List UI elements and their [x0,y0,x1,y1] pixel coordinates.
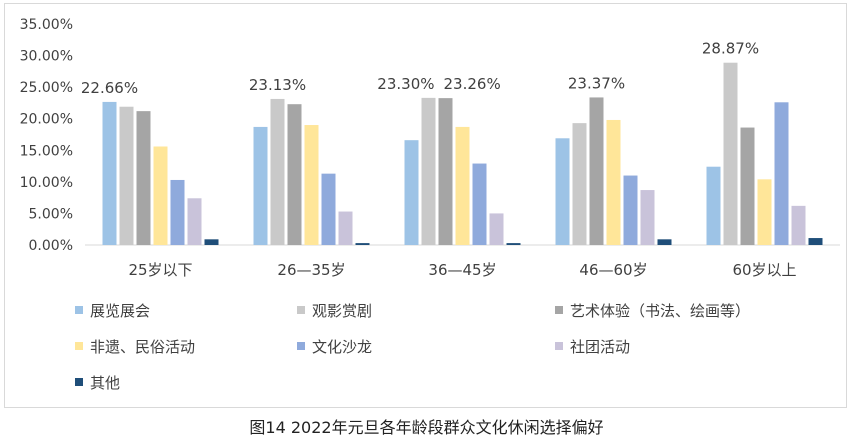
legend-swatch [75,378,83,386]
bar [153,146,168,245]
bar [421,97,436,246]
legend-swatch [297,306,305,314]
legend-item: 艺术体验（书法、绘画等） [555,300,750,321]
bar [589,97,604,245]
bar [102,101,117,245]
bar [791,205,806,245]
bar [757,179,772,245]
legend-swatch [75,306,83,314]
data-label: 23.37% [568,74,625,92]
y-tick-label: 25.00% [20,80,73,96]
legend-item: 文化沙龙 [297,336,372,357]
bar [355,243,370,245]
bar [119,106,134,246]
bar [489,213,504,245]
x-tick-label: 25岁以下 [128,261,192,279]
data-label: 23.30% [377,75,434,93]
y-tick-label: 15.00% [20,143,73,159]
bar [304,125,319,245]
bar [404,140,419,245]
y-tick-label: 35.00% [20,17,73,33]
x-tick-label: 36—45岁 [428,261,496,279]
y-tick-label: 20.00% [20,112,73,128]
legend-item: 非遗、民俗活动 [75,336,195,357]
bar [455,126,470,245]
bar [740,127,755,245]
bar [321,173,336,245]
data-label: 28.87% [702,40,759,58]
x-tick-label: 60岁以上 [732,261,796,279]
bar [623,175,638,245]
legend-swatch [75,342,83,350]
bar [572,123,587,245]
bar-chart: 0.00% 5.00% 10.00% 15.00% 20.00% 25.00% 30.00%… [20,17,840,279]
data-label: 23.13% [249,76,306,94]
x-tick-label: 46—60岁 [579,261,647,279]
bar [287,104,302,245]
bar [706,166,721,245]
legend-label: 非遗、民俗活动 [90,338,196,356]
y-tick-label: 0.00% [29,238,73,254]
legend-swatch [555,342,563,350]
bar [270,98,285,246]
bar [657,239,672,245]
bar [606,119,621,245]
legend-label: 文化沙龙 [312,338,373,356]
y-tick-label: 10.00% [20,175,73,191]
bar [723,62,738,245]
legend-label: 观影赏剧 [312,302,373,320]
legend-swatch [297,342,305,350]
legend-item: 社团活动 [555,336,630,357]
bar [808,238,823,245]
bar [506,243,521,245]
x-tick-label: 26—35岁 [277,261,345,279]
legend-item: 其他 [75,372,120,393]
legend-label: 艺术体验（书法、绘画等） [570,302,751,320]
legend-label: 展览展会 [90,302,151,320]
bar [204,239,219,245]
bar [338,211,353,245]
data-label: 23.26% [444,75,501,93]
bar [136,111,151,245]
bar [774,102,789,245]
legend-label: 社团活动 [570,338,631,356]
bar [640,190,655,245]
bar [253,126,268,245]
data-label: 22.66% [81,79,138,97]
bar [170,179,185,245]
legend-label: 其他 [90,374,121,392]
y-tick-label: 5.00% [29,206,73,222]
bar [187,198,202,245]
bar [555,138,570,245]
bar [438,98,453,245]
legend-item: 展览展会 [75,300,150,321]
bar [472,163,487,245]
chart-frame [4,3,847,408]
y-tick-label: 30.00% [20,49,73,65]
legend-swatch [555,306,563,314]
legend-item: 观影赏剧 [297,300,372,321]
figure-caption: 图14 2022年元旦各年龄段群众文化休闲选择偏好 [249,418,604,437]
